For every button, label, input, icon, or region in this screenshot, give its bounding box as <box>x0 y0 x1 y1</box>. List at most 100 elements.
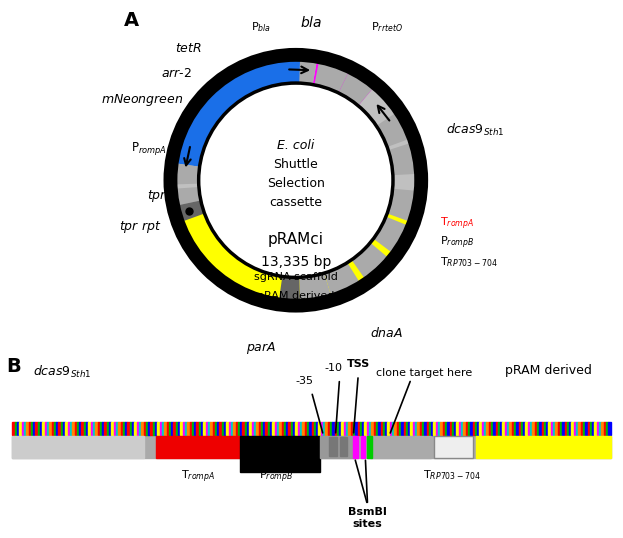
Text: $\it{tpr}$: $\it{tpr}$ <box>146 188 168 204</box>
Text: E. coli: E. coli <box>277 139 315 152</box>
Bar <box>484 422 487 435</box>
Bar <box>468 422 470 435</box>
Bar <box>26 422 29 435</box>
Bar <box>318 422 321 435</box>
Text: P$_{rompB}$: P$_{rompB}$ <box>259 469 293 485</box>
Bar <box>464 422 465 435</box>
Text: P$_{rompB}$: P$_{rompB}$ <box>440 235 474 251</box>
Bar <box>321 422 323 435</box>
Bar <box>422 422 424 435</box>
Bar <box>68 422 70 435</box>
Bar <box>521 422 523 435</box>
Bar <box>238 422 240 435</box>
Bar <box>378 422 381 435</box>
Text: P$_{\it{bla}}$: P$_{\it{bla}}$ <box>250 20 271 34</box>
Bar <box>123 422 125 435</box>
Text: -10: -10 <box>325 363 342 373</box>
Bar <box>385 422 388 435</box>
Bar <box>208 422 211 435</box>
Text: $\it{arr}$-2: $\it{arr}$-2 <box>161 67 193 80</box>
Bar <box>95 422 98 435</box>
Bar <box>45 422 47 435</box>
Bar <box>176 422 178 435</box>
Bar <box>362 422 364 435</box>
Bar <box>434 422 435 435</box>
Bar <box>268 422 270 435</box>
Bar <box>252 422 254 435</box>
Bar <box>215 422 217 435</box>
Bar <box>564 422 567 435</box>
Bar <box>548 422 551 435</box>
Bar <box>341 422 344 435</box>
Bar <box>316 422 318 435</box>
Bar <box>261 422 263 435</box>
Bar <box>135 422 136 435</box>
Bar <box>118 422 121 435</box>
Polygon shape <box>388 141 421 175</box>
Bar <box>482 422 484 435</box>
Bar <box>369 422 371 435</box>
Bar <box>587 422 590 435</box>
Bar <box>560 422 562 435</box>
Bar <box>247 422 249 435</box>
Bar <box>608 422 611 435</box>
Bar <box>429 422 431 435</box>
Polygon shape <box>171 163 199 185</box>
Bar <box>121 422 123 435</box>
Bar <box>417 422 420 435</box>
Bar <box>288 422 291 435</box>
Bar <box>29 422 31 435</box>
Bar <box>143 422 146 435</box>
Bar <box>156 436 240 457</box>
Bar <box>537 422 540 435</box>
Text: TSS: TSS <box>346 359 370 369</box>
Polygon shape <box>373 217 412 256</box>
Bar <box>153 422 155 435</box>
Bar <box>40 422 42 435</box>
Bar <box>188 422 189 435</box>
Bar <box>411 422 412 435</box>
Bar <box>132 422 135 435</box>
Bar <box>330 422 332 435</box>
Bar <box>206 422 208 435</box>
Bar <box>325 422 328 435</box>
Bar <box>364 422 367 435</box>
Bar <box>576 422 578 435</box>
Bar <box>63 422 65 435</box>
Bar <box>36 422 38 435</box>
Bar <box>185 422 188 435</box>
Bar <box>314 422 316 435</box>
Bar <box>434 436 473 457</box>
Bar <box>49 422 52 435</box>
Bar <box>24 422 26 435</box>
Polygon shape <box>313 56 376 106</box>
Bar <box>12 422 15 435</box>
Text: $\it{dcas9}_{Sth1}$: $\it{dcas9}_{Sth1}$ <box>33 364 92 380</box>
Bar <box>211 422 212 435</box>
Bar <box>346 422 348 435</box>
Bar <box>438 422 440 435</box>
Text: BsmBI
sites: BsmBI sites <box>348 507 387 528</box>
Bar <box>445 422 447 435</box>
Bar <box>351 422 353 435</box>
Bar <box>309 422 312 435</box>
Bar <box>102 422 105 435</box>
Bar <box>480 422 482 435</box>
Bar <box>332 422 335 435</box>
Bar <box>284 422 286 435</box>
Bar <box>408 422 411 435</box>
Bar <box>105 422 107 435</box>
Bar <box>353 422 355 435</box>
Polygon shape <box>171 187 201 206</box>
Bar <box>353 436 358 457</box>
Bar <box>525 422 528 435</box>
Bar <box>415 422 417 435</box>
Polygon shape <box>376 110 414 147</box>
Bar <box>412 422 415 435</box>
Bar <box>424 422 427 435</box>
Bar <box>128 422 130 435</box>
Bar <box>196 422 199 435</box>
Bar <box>335 422 337 435</box>
Bar <box>452 422 454 435</box>
Bar <box>59 422 61 435</box>
